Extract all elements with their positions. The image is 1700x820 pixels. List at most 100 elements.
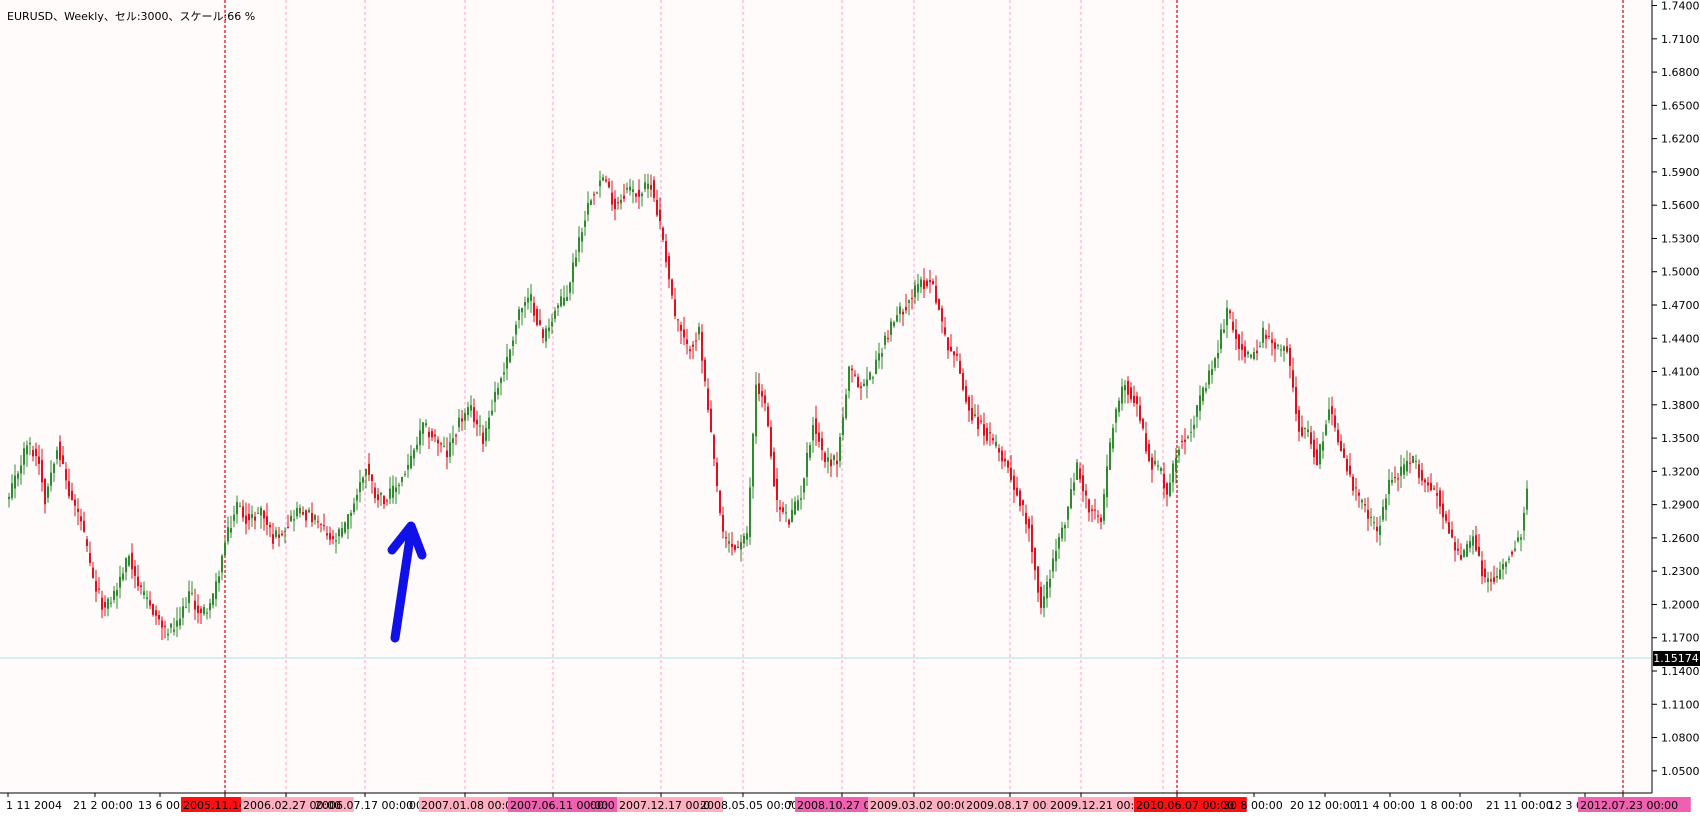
candle-body: [356, 494, 358, 501]
candle-body: [1421, 470, 1423, 481]
candle-body: [1244, 346, 1246, 357]
price-tick-label: 1.08000: [1661, 732, 1700, 745]
candle-body: [974, 414, 976, 416]
candle-body: [335, 540, 337, 542]
candle-body: [815, 418, 817, 434]
candle-body: [794, 501, 796, 515]
candle-body: [920, 279, 922, 288]
candle-body: [1319, 444, 1321, 465]
candle-body: [947, 337, 949, 351]
candle-body: [1226, 307, 1228, 326]
candle-body: [62, 455, 64, 464]
chart-title: EURUSD、Weekly、セル:3000、スケール:66 %: [7, 10, 255, 23]
candle-body: [539, 320, 541, 325]
candle-body: [1217, 352, 1219, 359]
candle-body: [728, 541, 730, 544]
candle-body: [1016, 487, 1018, 496]
candle-body: [809, 445, 811, 458]
candle-body: [1142, 419, 1144, 429]
price-tick-label: 1.56000: [1661, 199, 1700, 212]
candle-body: [254, 516, 256, 521]
candle-body: [194, 600, 196, 610]
candle-body: [611, 192, 613, 205]
candle-body: [725, 537, 727, 539]
candle-body: [344, 522, 346, 533]
candle-body: [911, 297, 913, 299]
candle-body: [440, 443, 442, 445]
price-tick-label: 1.47000: [1661, 299, 1700, 312]
candle-body: [749, 487, 751, 537]
time-tick-label: 2009.12.21 00:00: [1050, 799, 1148, 812]
candle-body: [860, 386, 862, 388]
candle-body: [239, 505, 241, 507]
candle-body: [137, 576, 139, 587]
candle-body: [284, 531, 286, 533]
candle-body: [1223, 329, 1225, 333]
time-tick-label: 2012.07.23 00:00: [1580, 799, 1678, 812]
candle-body: [1193, 424, 1195, 430]
candle-body: [410, 455, 412, 469]
candle-body: [1268, 335, 1270, 337]
candle-body: [173, 629, 175, 632]
time-tick-label: 2010.06.07 00:00: [1136, 799, 1234, 812]
price-tick-label: 1.50000: [1661, 266, 1700, 279]
price-tick-label: 1.65000: [1661, 99, 1700, 112]
time-tick-label: 2006.07.17 00:00: [315, 799, 413, 812]
candle-body: [1211, 369, 1213, 375]
candle-body: [734, 545, 736, 550]
candle-body: [308, 509, 310, 513]
price-tick-label: 1.74000: [1661, 0, 1700, 13]
candle-body: [386, 500, 388, 502]
candle-body: [833, 455, 835, 460]
candle-body: [716, 462, 718, 487]
candle-body: [1496, 576, 1498, 578]
candle-body: [1448, 522, 1450, 534]
candle-body: [1364, 504, 1366, 506]
candle-body: [536, 308, 538, 325]
candle-body: [59, 441, 61, 460]
candle-body: [689, 349, 691, 352]
time-label-highlight: [181, 797, 253, 812]
candle-body: [1235, 329, 1237, 339]
candle-body: [764, 395, 766, 404]
candle-body: [197, 605, 199, 614]
time-tick-label: 2007.12.17 00:0: [619, 799, 710, 812]
candle-body: [470, 405, 472, 411]
candle-body: [311, 512, 313, 523]
candle-body: [1034, 547, 1036, 571]
candle-body: [107, 598, 109, 609]
candle-body: [323, 525, 325, 527]
candle-body: [395, 487, 397, 493]
candle-body: [647, 183, 649, 189]
candle-body: [77, 508, 79, 512]
candle-body: [29, 442, 31, 445]
time-tick-label: 2006.02.27 00:00: [243, 799, 341, 812]
candle-body: [1199, 395, 1201, 411]
price-tick-label: 1.17000: [1661, 632, 1700, 645]
candle-body: [1361, 499, 1363, 503]
candle-body: [1394, 477, 1396, 479]
candle-body: [740, 542, 742, 550]
candle-body: [1460, 555, 1462, 560]
candle-body: [1082, 475, 1084, 492]
candle-body: [893, 322, 895, 326]
candle-body: [20, 465, 22, 474]
candle-body: [245, 515, 247, 524]
candle-body: [971, 408, 973, 421]
candle-body: [467, 407, 469, 416]
candle-body: [101, 597, 103, 610]
candle-body: [50, 472, 52, 486]
candle-body: [38, 456, 40, 464]
candle-body: [902, 311, 904, 315]
time-tick-label: 20 12 00:00: [1290, 799, 1357, 812]
candle-body: [44, 479, 46, 505]
candle-body: [146, 597, 148, 599]
candle-body: [1181, 440, 1183, 442]
candle-body: [1520, 537, 1522, 540]
candle-body: [1271, 339, 1273, 344]
candle-body: [1133, 395, 1135, 403]
candle-body: [341, 528, 343, 537]
candle-body: [281, 533, 283, 536]
candle-body: [1076, 462, 1078, 480]
